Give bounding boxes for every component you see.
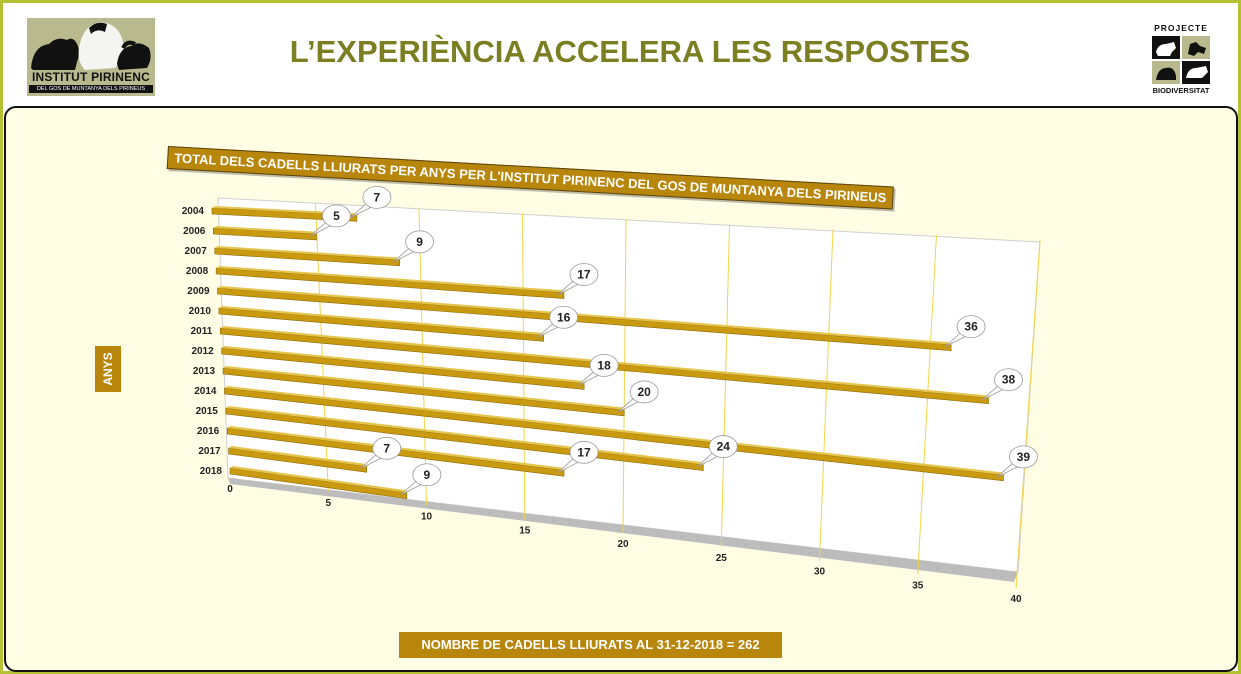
data-label-bubble [589, 353, 619, 377]
x-tick-label: 25 [716, 553, 728, 564]
data-label-bubble [629, 380, 659, 404]
dog-silhouettes-icon [31, 22, 151, 70]
data-label: 20 [637, 385, 651, 399]
y-tick-label: 2018 [200, 466, 223, 477]
data-label-bubble [569, 263, 599, 286]
bar-top-face [214, 246, 403, 260]
bar-top-face [228, 446, 370, 467]
x-tick-label: 30 [814, 567, 826, 578]
y-tick-label: 2014 [194, 386, 217, 397]
institut-pirinenc-logo: INSTITUT PIRINENC DEL GOS DE MUNTANYA DE… [27, 18, 155, 96]
bar [213, 227, 317, 241]
x-gridline [917, 234, 937, 575]
animal-grid-icon [1152, 36, 1210, 84]
y-axis-label-text: ANYS [101, 352, 115, 386]
x-gridline [1015, 239, 1041, 589]
bar [215, 267, 565, 299]
y-tick-label: 2016 [197, 426, 220, 437]
x-gridline [819, 229, 834, 561]
bar-top-face [221, 346, 588, 384]
bar-top-face [213, 226, 320, 234]
y-tick-label: 2010 [189, 306, 212, 317]
y-tick-label: 2008 [186, 266, 209, 277]
y-tick-label: 2006 [183, 226, 206, 237]
bar-top-face [224, 386, 1007, 475]
x-tick-label: 0 [227, 484, 233, 495]
y-tick-label: 2017 [198, 446, 221, 457]
data-label: 17 [577, 268, 591, 282]
data-label: 5 [333, 209, 340, 223]
y-tick-label: 2013 [193, 366, 216, 377]
x-gridline [622, 218, 627, 534]
x-tick-label: 20 [617, 539, 629, 550]
bar-top-face [230, 466, 410, 493]
data-label: 9 [424, 468, 431, 482]
x-tick-label: 10 [421, 512, 433, 523]
x-gridline [720, 224, 730, 547]
data-label-bubble [412, 463, 442, 487]
logo-left-subtitle: DEL GOS DE MUNTANYA DELS PIRINEUS [29, 85, 153, 93]
data-label: 9 [416, 235, 423, 249]
bar-top-face [217, 286, 955, 345]
bar [221, 347, 585, 390]
bar-top-face [218, 306, 547, 336]
data-label: 17 [577, 445, 591, 459]
x-tick-label: 5 [325, 498, 331, 509]
y-axis-label: ANYS [95, 346, 121, 392]
data-label: 7 [374, 190, 381, 204]
x-tick-label: 35 [912, 580, 924, 591]
data-label: 38 [1002, 373, 1016, 387]
bar-top-face [216, 266, 567, 293]
data-label-bubble [362, 185, 392, 209]
data-label-bubble [549, 305, 579, 329]
y-tick-label: 2007 [185, 246, 208, 257]
projecte-biodiversitat-logo: PROJECTE BIODIVERSITAT [1148, 22, 1214, 100]
data-label: 39 [1017, 450, 1031, 464]
bar-top-face [223, 366, 628, 410]
total-count-label: NOMBRE DE CADELLS LLIURATS AL 31-12-2018… [399, 632, 782, 658]
data-label-bubble [994, 368, 1023, 392]
data-label: 7 [383, 441, 390, 455]
y-tick-label: 2015 [196, 406, 219, 417]
data-label: 24 [717, 440, 731, 454]
page-title: L’EXPERIÈNCIA ACCELERA LES RESPOSTES [289, 34, 971, 69]
y-tick-label: 2012 [191, 346, 214, 357]
data-label: 16 [557, 310, 571, 324]
y-tick-label: 2004 [182, 206, 205, 217]
data-label-bubble [569, 440, 599, 464]
x-tick-label: 40 [1010, 594, 1022, 605]
logo-left-name: INSTITUT PIRINENC [31, 70, 151, 84]
data-label-bubble [322, 204, 351, 228]
data-label: 18 [597, 358, 611, 372]
bar [229, 467, 408, 500]
x-tick-label: 15 [519, 525, 531, 536]
y-tick-label: 2009 [187, 286, 210, 297]
logo-right-bottom: BIODIVERSITAT [1152, 86, 1210, 95]
y-tick-label: 2011 [191, 326, 213, 337]
data-label-bubble [1009, 445, 1038, 469]
data-label-bubble [956, 315, 986, 339]
data-label: 36 [964, 320, 978, 334]
data-label-bubble [405, 230, 435, 254]
data-label-bubble [708, 435, 738, 458]
data-label-bubble [372, 436, 402, 460]
logo-right-top: PROJECTE [1154, 23, 1208, 33]
bar [211, 207, 358, 222]
